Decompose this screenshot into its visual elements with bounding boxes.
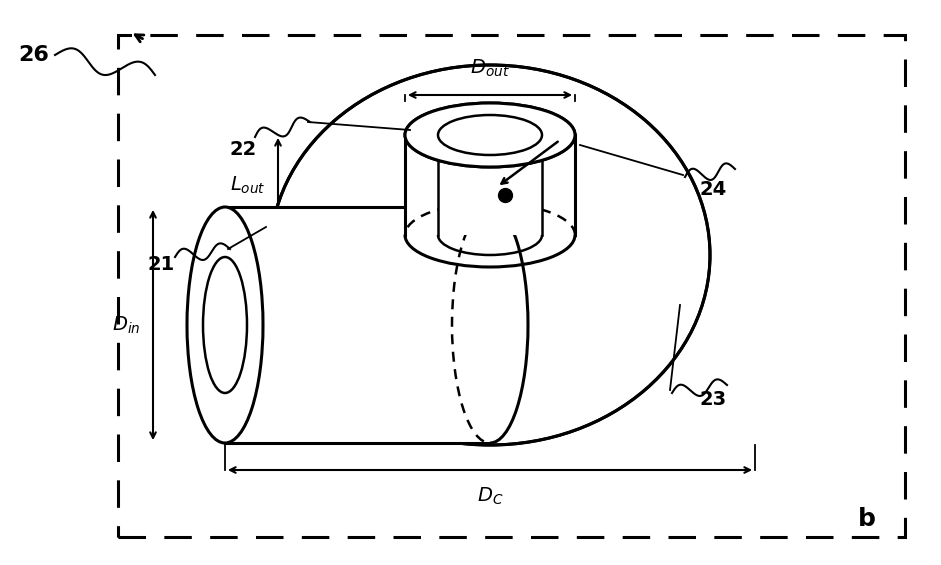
Text: $D_{out}$: $D_{out}$	[470, 58, 510, 79]
Text: 21: 21	[148, 255, 175, 274]
Ellipse shape	[270, 65, 710, 445]
Text: $L_{out}$: $L_{out}$	[231, 175, 266, 195]
Text: 22: 22	[230, 140, 257, 159]
Polygon shape	[225, 207, 490, 443]
Ellipse shape	[405, 103, 575, 167]
Ellipse shape	[187, 207, 263, 443]
Polygon shape	[405, 135, 575, 235]
Text: $D_C$: $D_C$	[477, 486, 503, 507]
Text: $D_{in}$: $D_{in}$	[113, 314, 141, 336]
Text: 24: 24	[700, 180, 727, 199]
Text: 23: 23	[700, 390, 727, 409]
Bar	[118, 35, 905, 537]
Ellipse shape	[405, 103, 575, 167]
Text: 26: 26	[18, 45, 49, 65]
Text: b: b	[858, 507, 876, 531]
Polygon shape	[438, 135, 542, 235]
